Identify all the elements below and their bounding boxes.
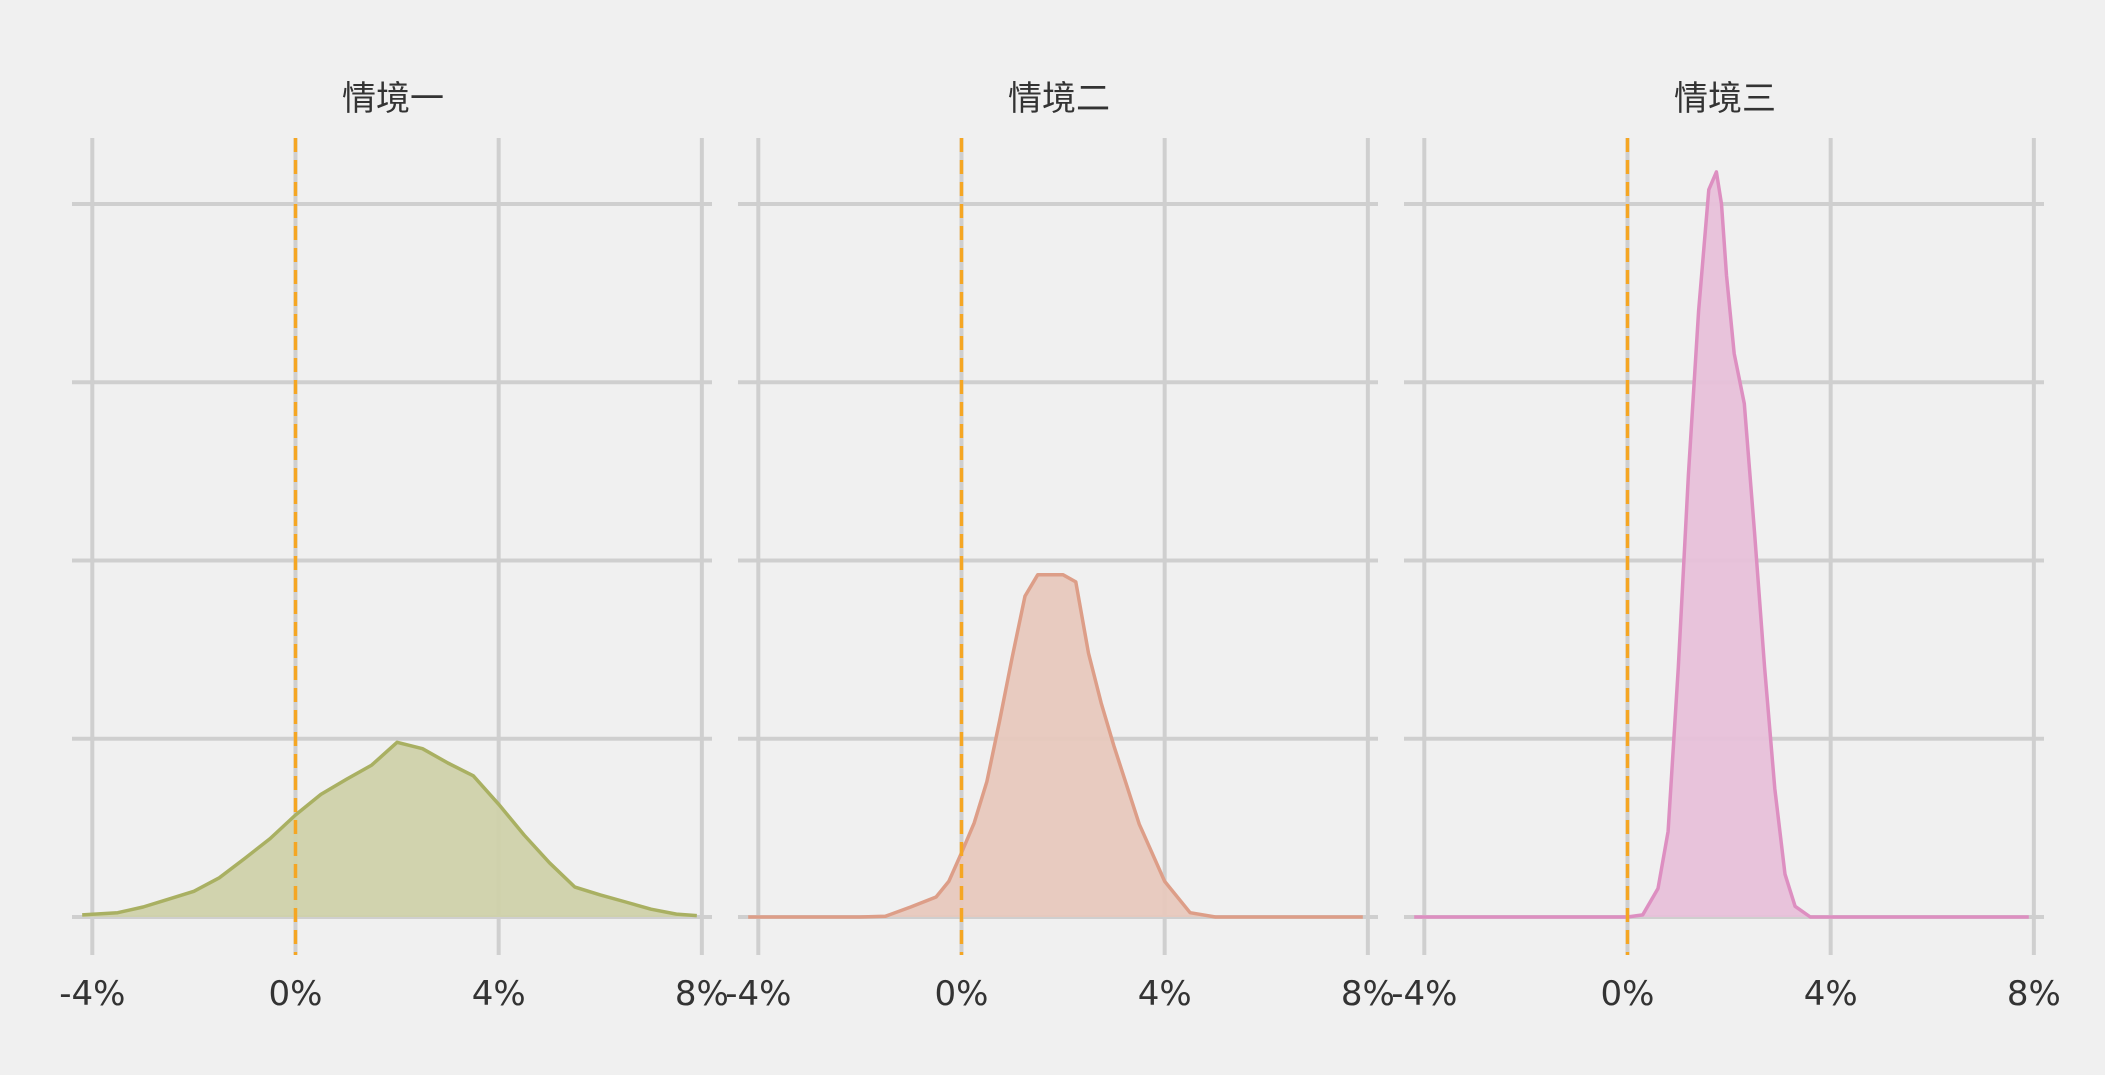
xtick-label-3-scenario-3: 8% (2007, 974, 2061, 1014)
xtick-label-1-scenario-2: 0% (935, 974, 989, 1014)
xtick-label-3-scenario-2: 8% (1341, 974, 1395, 1014)
panel-title-scenario-1: 情境一 (342, 79, 444, 119)
density-area-scenario-2 (748, 574, 1363, 917)
density-line-scenario-1 (82, 740, 697, 918)
panel-title-scenario-2: 情境二 (1008, 79, 1110, 119)
panel-scenario-3: 情境三 -4% 0% 4% 8% (1391, 79, 2061, 1014)
xtick-label-1-scenario-3: 0% (1601, 974, 1655, 1014)
density-line-scenario-3 (1414, 170, 2029, 919)
xtick-label-0-scenario-2: -4% (725, 974, 791, 1014)
density-area-scenario-3 (1414, 171, 2029, 917)
xtick-label-2-scenario-2: 4% (1138, 974, 1192, 1014)
density-line-scenario-2 (748, 573, 1363, 919)
xtick-label-1-scenario-1: 0% (269, 974, 323, 1014)
xtick-label-0-scenario-1: -4% (59, 974, 125, 1014)
panel-scenario-2: 情境二 -4% 0% 4% 8% (725, 79, 1395, 1014)
xtick-label-0-scenario-3: -4% (1391, 974, 1457, 1014)
xtick-label-2-scenario-1: 4% (472, 974, 526, 1014)
xtick-label-3-scenario-1: 8% (675, 974, 729, 1014)
panel-title-scenario-3: 情境三 (1674, 79, 1776, 119)
xtick-label-2-scenario-3: 4% (1804, 974, 1858, 1014)
panel-scenario-1: 情境一 -4% 0% 4% 8% (59, 79, 729, 1014)
density-area-scenario-1 (82, 742, 697, 917)
